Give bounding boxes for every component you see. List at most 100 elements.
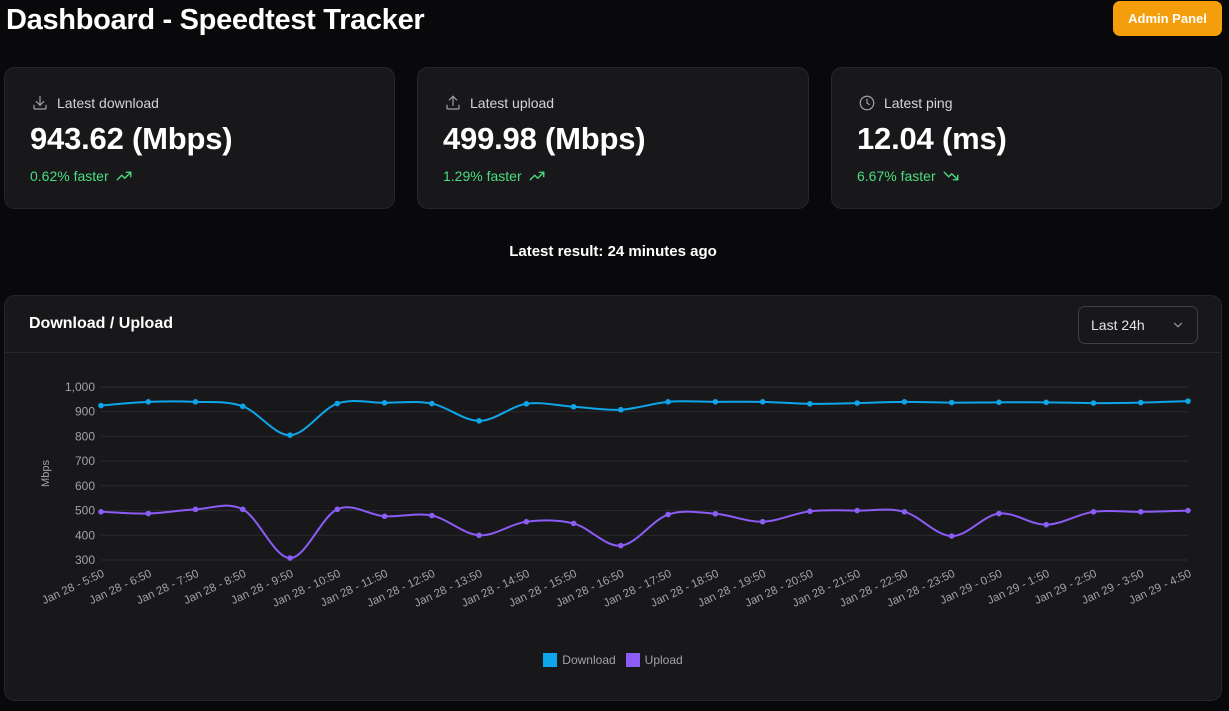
y-tick-label: 400 bbox=[75, 528, 95, 542]
download-data-point bbox=[807, 401, 813, 407]
upload-data-point bbox=[1137, 509, 1144, 515]
upload-data-point bbox=[239, 506, 246, 513]
upload-data-point bbox=[145, 510, 152, 517]
stat-label: Latest ping bbox=[884, 95, 953, 111]
download-data-point bbox=[334, 400, 341, 407]
upload-data-point bbox=[807, 508, 813, 515]
download-data-point bbox=[996, 399, 1002, 406]
trending-down-icon bbox=[943, 171, 959, 181]
download-data-point bbox=[1090, 400, 1097, 406]
chart-header: Download / Upload Last 24h bbox=[5, 296, 1221, 353]
upload-data-point bbox=[759, 518, 766, 525]
upload-data-point bbox=[1090, 509, 1097, 515]
download-data-point bbox=[98, 402, 104, 409]
download-icon bbox=[33, 95, 47, 110]
stat-label: Latest download bbox=[57, 95, 159, 111]
stat-change-text: 6.67% faster bbox=[857, 168, 936, 184]
stat-change: 0.62% faster bbox=[30, 167, 133, 185]
stat-value: 499.98 (Mbps) bbox=[443, 121, 646, 156]
download-data-point bbox=[239, 403, 246, 410]
y-tick-label: 500 bbox=[75, 504, 95, 518]
legend-item-upload[interactable]: Upload bbox=[625, 653, 683, 667]
y-tick-label: 1,000 bbox=[65, 380, 95, 394]
upload-data-point bbox=[476, 532, 482, 539]
stat-change: 1.29% faster bbox=[443, 167, 546, 185]
upload-data-point bbox=[381, 513, 388, 520]
latest-upload-card: Latest upload 499.98 (Mbps) 1.29% faster bbox=[417, 67, 809, 209]
latest-download-label-row: Latest download bbox=[31, 94, 159, 112]
download-data-point bbox=[192, 399, 199, 405]
download-data-point bbox=[759, 399, 766, 405]
download-data-point bbox=[1137, 399, 1144, 406]
upload-data-point bbox=[618, 542, 624, 549]
upload-data-point bbox=[712, 510, 719, 517]
upload-data-point bbox=[429, 512, 435, 519]
upload-data-point bbox=[287, 555, 293, 561]
trending-up-icon bbox=[116, 171, 132, 181]
y-tick-label: 800 bbox=[75, 429, 95, 443]
time-range-select[interactable]: Last 24h bbox=[1078, 306, 1198, 344]
download-data-point bbox=[287, 432, 293, 438]
y-axis-label: Mbps bbox=[40, 460, 52, 487]
stat-change-text: 0.62% faster bbox=[30, 168, 109, 184]
y-tick-label: 700 bbox=[75, 454, 95, 468]
download-data-point bbox=[712, 399, 719, 405]
y-tick-label: 600 bbox=[75, 479, 95, 493]
download-data-point bbox=[854, 400, 860, 406]
clock-icon bbox=[859, 95, 875, 111]
legend-swatch-download bbox=[543, 653, 558, 667]
upload-data-point bbox=[901, 509, 908, 515]
download-data-point bbox=[429, 400, 435, 407]
download-data-point bbox=[1185, 398, 1191, 404]
upload-series-line bbox=[100, 504, 1189, 560]
download-data-point bbox=[1043, 399, 1050, 406]
upload-data-point bbox=[1185, 507, 1191, 514]
latest-ping-card: Latest ping 12.04 (ms) 6.67% faster bbox=[831, 67, 1222, 209]
latest-result-text: Latest result: 24 minutes ago bbox=[509, 243, 717, 260]
legend-label: Upload bbox=[644, 653, 683, 667]
download-data-point bbox=[476, 418, 482, 424]
upload-data-point bbox=[570, 520, 577, 527]
admin-panel-button[interactable]: Admin Panel bbox=[1113, 1, 1222, 36]
y-tick-label: 300 bbox=[75, 553, 95, 567]
page-title: Dashboard - Speedtest Tracker bbox=[6, 4, 425, 36]
legend-label: Download bbox=[562, 653, 616, 667]
time-range-value: Last 24h bbox=[1091, 317, 1145, 333]
upload-data-point bbox=[334, 506, 341, 513]
download-data-point bbox=[901, 399, 908, 405]
stat-value: 12.04 (ms) bbox=[857, 121, 1007, 156]
upload-data-point bbox=[98, 509, 104, 515]
stat-change: 6.67% faster bbox=[857, 167, 960, 185]
upload-data-point bbox=[523, 518, 530, 525]
upload-data-point bbox=[1043, 521, 1050, 528]
download-data-point bbox=[948, 399, 955, 406]
stat-value: 943.62 (Mbps) bbox=[30, 121, 233, 156]
y-tick-label: 900 bbox=[75, 405, 95, 419]
stat-change-text: 1.29% faster bbox=[443, 168, 522, 184]
upload-data-point bbox=[192, 506, 199, 513]
stat-label: Latest upload bbox=[470, 95, 555, 111]
chevron-down-icon bbox=[1173, 322, 1183, 328]
download-data-point bbox=[145, 399, 152, 405]
download-data-point bbox=[570, 403, 577, 410]
download-data-point bbox=[523, 401, 530, 407]
chart-title: Download / Upload bbox=[29, 315, 173, 332]
upload-icon bbox=[446, 95, 460, 110]
legend-item-download[interactable]: Download bbox=[543, 653, 616, 667]
trending-up-icon bbox=[529, 171, 545, 181]
download-data-point bbox=[381, 400, 388, 406]
upload-data-point bbox=[665, 511, 671, 518]
download-data-point bbox=[665, 399, 671, 405]
download-upload-chart-card: Download / Upload Last 24h 300 400 500 600 7… bbox=[4, 295, 1222, 701]
upload-data-point bbox=[996, 510, 1002, 517]
chart-legend: Download Upload bbox=[5, 653, 1221, 667]
download-data-point bbox=[618, 406, 624, 413]
upload-data-point bbox=[948, 533, 955, 539]
download-series-line bbox=[100, 399, 1189, 437]
upload-data-point bbox=[854, 507, 860, 514]
latest-ping-label-row: Latest ping bbox=[858, 94, 953, 112]
latest-upload-label-row: Latest upload bbox=[444, 94, 554, 112]
legend-swatch-upload bbox=[625, 653, 640, 667]
latest-download-card: Latest download 943.62 (Mbps) 0.62% fast… bbox=[4, 67, 395, 209]
